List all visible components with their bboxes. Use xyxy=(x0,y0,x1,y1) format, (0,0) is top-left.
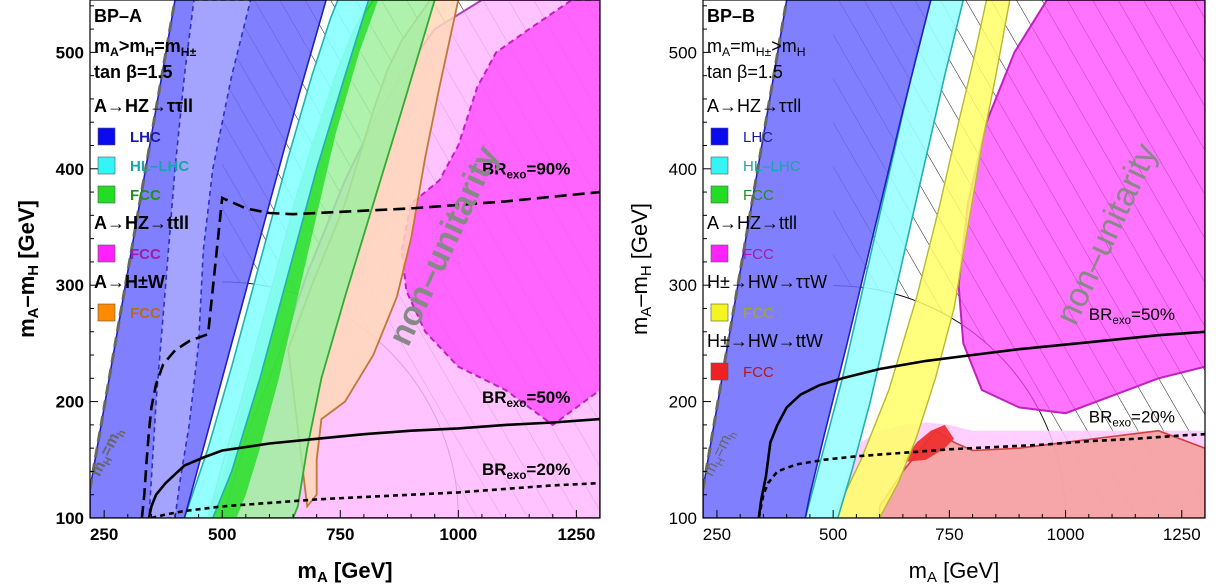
y-axis-title: mA–mH [GeV] xyxy=(14,200,42,338)
br-curve-br50 xyxy=(757,330,1205,518)
x-tick-label-3: 1000 xyxy=(439,525,477,544)
y-tick-label-1: 200 xyxy=(56,393,84,412)
legend-header-6: H±→HW→ττW xyxy=(707,272,827,292)
y-tick-label-2: 300 xyxy=(669,276,697,295)
legend-header-6: A→H±W xyxy=(94,272,165,292)
hl-lhc-region xyxy=(804,0,965,518)
legend-swatch-7 xyxy=(710,303,729,322)
legend-label-3: FCC xyxy=(743,187,774,204)
legend-swatch-2 xyxy=(97,156,116,175)
legend-swatch-3 xyxy=(710,185,729,204)
y-tick-label-0: 100 xyxy=(56,509,84,528)
y-tick-label-2: 300 xyxy=(56,276,84,295)
x-tick-label-0: 250 xyxy=(90,525,118,544)
y-tick-label-4: 500 xyxy=(669,43,697,62)
y-tick-label-3: 400 xyxy=(56,160,84,179)
legend-label-3: FCC xyxy=(130,187,161,204)
br-curve-br50 xyxy=(147,417,600,518)
legend-label-1: LHC xyxy=(743,129,773,146)
plot-area xyxy=(90,0,600,518)
x-tick-label-2: 750 xyxy=(326,525,354,544)
br-curve-br20 xyxy=(151,481,600,518)
hl-lhc-region xyxy=(183,0,370,518)
x-tick-label-3: 1000 xyxy=(1047,525,1085,544)
legend-swatch-2 xyxy=(710,156,729,175)
x-tick-label-2: 750 xyxy=(935,525,963,544)
legend-label-5: FCC xyxy=(130,246,161,263)
br-label-0: BRexo=90% xyxy=(482,160,570,182)
panel-label: BP–A xyxy=(94,6,142,26)
legend-swatch-7 xyxy=(97,303,116,322)
legend-header-0: A→HZ→ττll xyxy=(94,96,193,116)
legend-label-2: HL–LHC xyxy=(743,158,801,175)
lhc-light-region xyxy=(148,0,252,518)
y-tick-label-4: 500 xyxy=(56,43,84,62)
plot-area xyxy=(703,0,1205,518)
scenario-tanbeta: tan β=1.5 xyxy=(707,62,783,82)
lhc-region xyxy=(90,0,327,518)
legend-header-0: A→HZ→ττll xyxy=(707,96,801,116)
y-axis-title: mA–mH [GeV] xyxy=(627,203,655,335)
legend-swatch-1 xyxy=(97,127,116,146)
legend-label-7: FCC xyxy=(130,305,161,322)
x-tick-label-4: 1250 xyxy=(1163,525,1201,544)
plot-frame xyxy=(702,0,1206,519)
legend-swatch-1 xyxy=(710,127,729,146)
legend-label-9: FCC xyxy=(743,364,774,381)
br-curve-br90 xyxy=(140,190,600,518)
y-tick-label-0: 100 xyxy=(669,509,697,528)
legend-header-8: H±→HW→ttW xyxy=(707,331,823,351)
legend-label-1: LHC xyxy=(130,129,161,146)
br-label-0: BRexo=50% xyxy=(1089,305,1175,327)
plot-frame xyxy=(89,0,601,519)
y-tick-label-1: 200 xyxy=(669,393,697,412)
diagonal-mh-line xyxy=(703,0,789,490)
fcc-tautauw xyxy=(832,0,1011,518)
y-tick-label-3: 400 xyxy=(669,160,697,179)
x-tick-label-4: 1250 xyxy=(557,525,595,544)
br-label-2: BRexo=20% xyxy=(482,460,570,482)
legend-swatch-3 xyxy=(97,185,116,204)
x-tick-label-1: 500 xyxy=(208,525,236,544)
legend-label-7: FCC xyxy=(743,305,774,322)
legend-header-4: A→HZ→ttll xyxy=(94,213,189,233)
x-axis-title: mA [GeV] xyxy=(297,558,392,585)
legend-swatch-5 xyxy=(97,244,116,263)
br-curve-br20 xyxy=(757,432,1205,518)
br-label-1: BRexo=50% xyxy=(482,388,570,410)
scenario-tanbeta: tan β=1.5 xyxy=(94,62,173,82)
x-axis-title: mA [GeV] xyxy=(909,558,1000,585)
fcc-ttll-dark xyxy=(957,0,1205,415)
legend-swatch-5 xyxy=(710,244,729,263)
legend-swatch-9 xyxy=(710,362,729,381)
br-label-1: BRexo=20% xyxy=(1089,408,1175,430)
x-tick-label-0: 250 xyxy=(703,525,731,544)
x-tick-label-1: 500 xyxy=(819,525,847,544)
fcc-ttll-dark xyxy=(400,0,600,427)
diagonal-mh-line xyxy=(90,0,177,490)
scenario-masses: mA=mH±>mH xyxy=(707,36,806,59)
legend-header-4: A→HZ→ttll xyxy=(707,213,797,233)
legend-label-5: FCC xyxy=(743,246,774,263)
panel-label: BP–B xyxy=(707,6,755,26)
legend-label-2: HL–LHC xyxy=(130,158,189,175)
scenario-masses: mA>mH=mH± xyxy=(94,36,197,59)
chart-panel-bp-a: BRexo=90%BRexo=50%BRexo=20%mH=mhnon–unit… xyxy=(14,0,601,585)
lhc-region xyxy=(703,0,932,518)
